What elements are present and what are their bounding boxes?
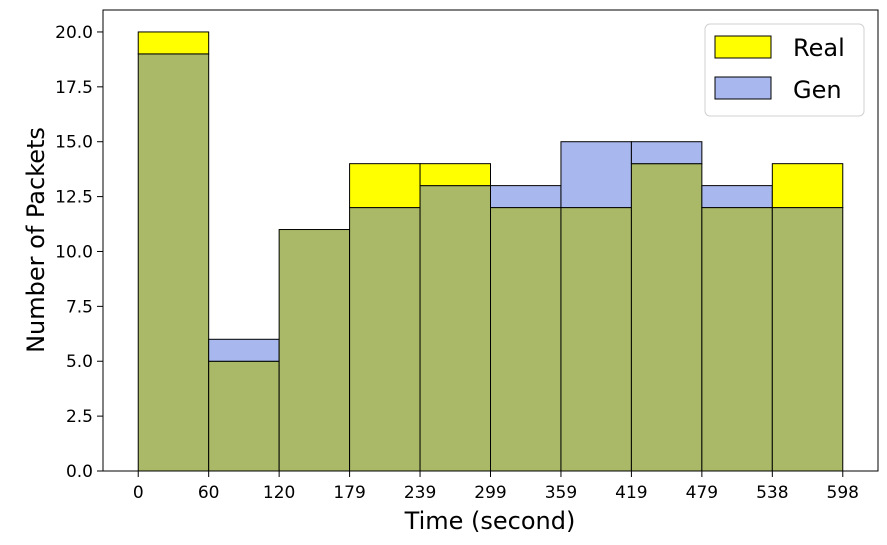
legend: Real Gen xyxy=(704,23,865,117)
y-tick-label: 7.5 xyxy=(66,297,93,317)
x-tick-label: 299 xyxy=(474,483,506,503)
x-axis: 0 60 120 179 239 299 359 419 479 538 598 xyxy=(133,471,859,503)
y-tick-label: 12.5 xyxy=(55,188,93,208)
y-tick-label: 5.0 xyxy=(66,352,93,372)
bar-overlap xyxy=(490,207,562,472)
x-tick-label: 120 xyxy=(263,483,295,503)
bar-overlap xyxy=(701,207,773,472)
y-axis: 0.0 2.5 5.0 7.5 10.0 12.5 15.0 17.5 20.0 xyxy=(55,23,103,482)
x-tick-label: 239 xyxy=(404,483,436,503)
x-tick-label: 419 xyxy=(615,483,647,503)
x-tick-label: 359 xyxy=(545,483,577,503)
x-tick-label: 0 xyxy=(133,483,144,503)
x-tick-label: 60 xyxy=(198,483,220,503)
x-tick-label: 179 xyxy=(333,483,365,503)
y-tick-label: 0.0 xyxy=(66,462,93,482)
bar-gen-excess xyxy=(701,185,773,209)
x-tick-label: 479 xyxy=(686,483,718,503)
bar-real-excess xyxy=(419,163,491,187)
legend-swatch-real xyxy=(714,35,772,59)
bar-overlap xyxy=(630,163,703,472)
bar-gen-excess xyxy=(490,185,562,209)
bar-gen-excess xyxy=(630,141,703,165)
legend-label-real: Real xyxy=(793,34,845,62)
bar-real-excess xyxy=(349,163,421,209)
bar-overlap xyxy=(278,229,351,472)
x-tick-label: 598 xyxy=(827,483,859,503)
bar-overlap xyxy=(137,53,210,472)
y-tick-label: 2.5 xyxy=(66,407,93,427)
y-tick-label: 20.0 xyxy=(55,23,93,43)
legend-swatch-gen xyxy=(714,76,772,100)
bar-real-excess xyxy=(771,163,844,209)
y-tick-label: 10.0 xyxy=(55,242,93,262)
bars-layer xyxy=(137,31,844,472)
bar-gen-excess xyxy=(208,338,280,362)
legend-label-gen: Gen xyxy=(793,76,842,104)
y-tick-label: 15.0 xyxy=(55,133,93,153)
bar-overlap xyxy=(349,207,421,472)
bar-overlap xyxy=(771,207,844,472)
y-tick-label: 17.5 xyxy=(55,78,93,98)
x-axis-title: Time (second) xyxy=(404,507,576,535)
bar-overlap xyxy=(419,185,491,472)
x-tick-label: 538 xyxy=(756,483,788,503)
bar-real-excess xyxy=(137,31,210,55)
bar-gen-excess xyxy=(560,141,632,209)
bar-overlap xyxy=(560,207,632,472)
y-axis-title: Number of Packets xyxy=(22,127,50,353)
bar-overlap xyxy=(208,360,280,472)
